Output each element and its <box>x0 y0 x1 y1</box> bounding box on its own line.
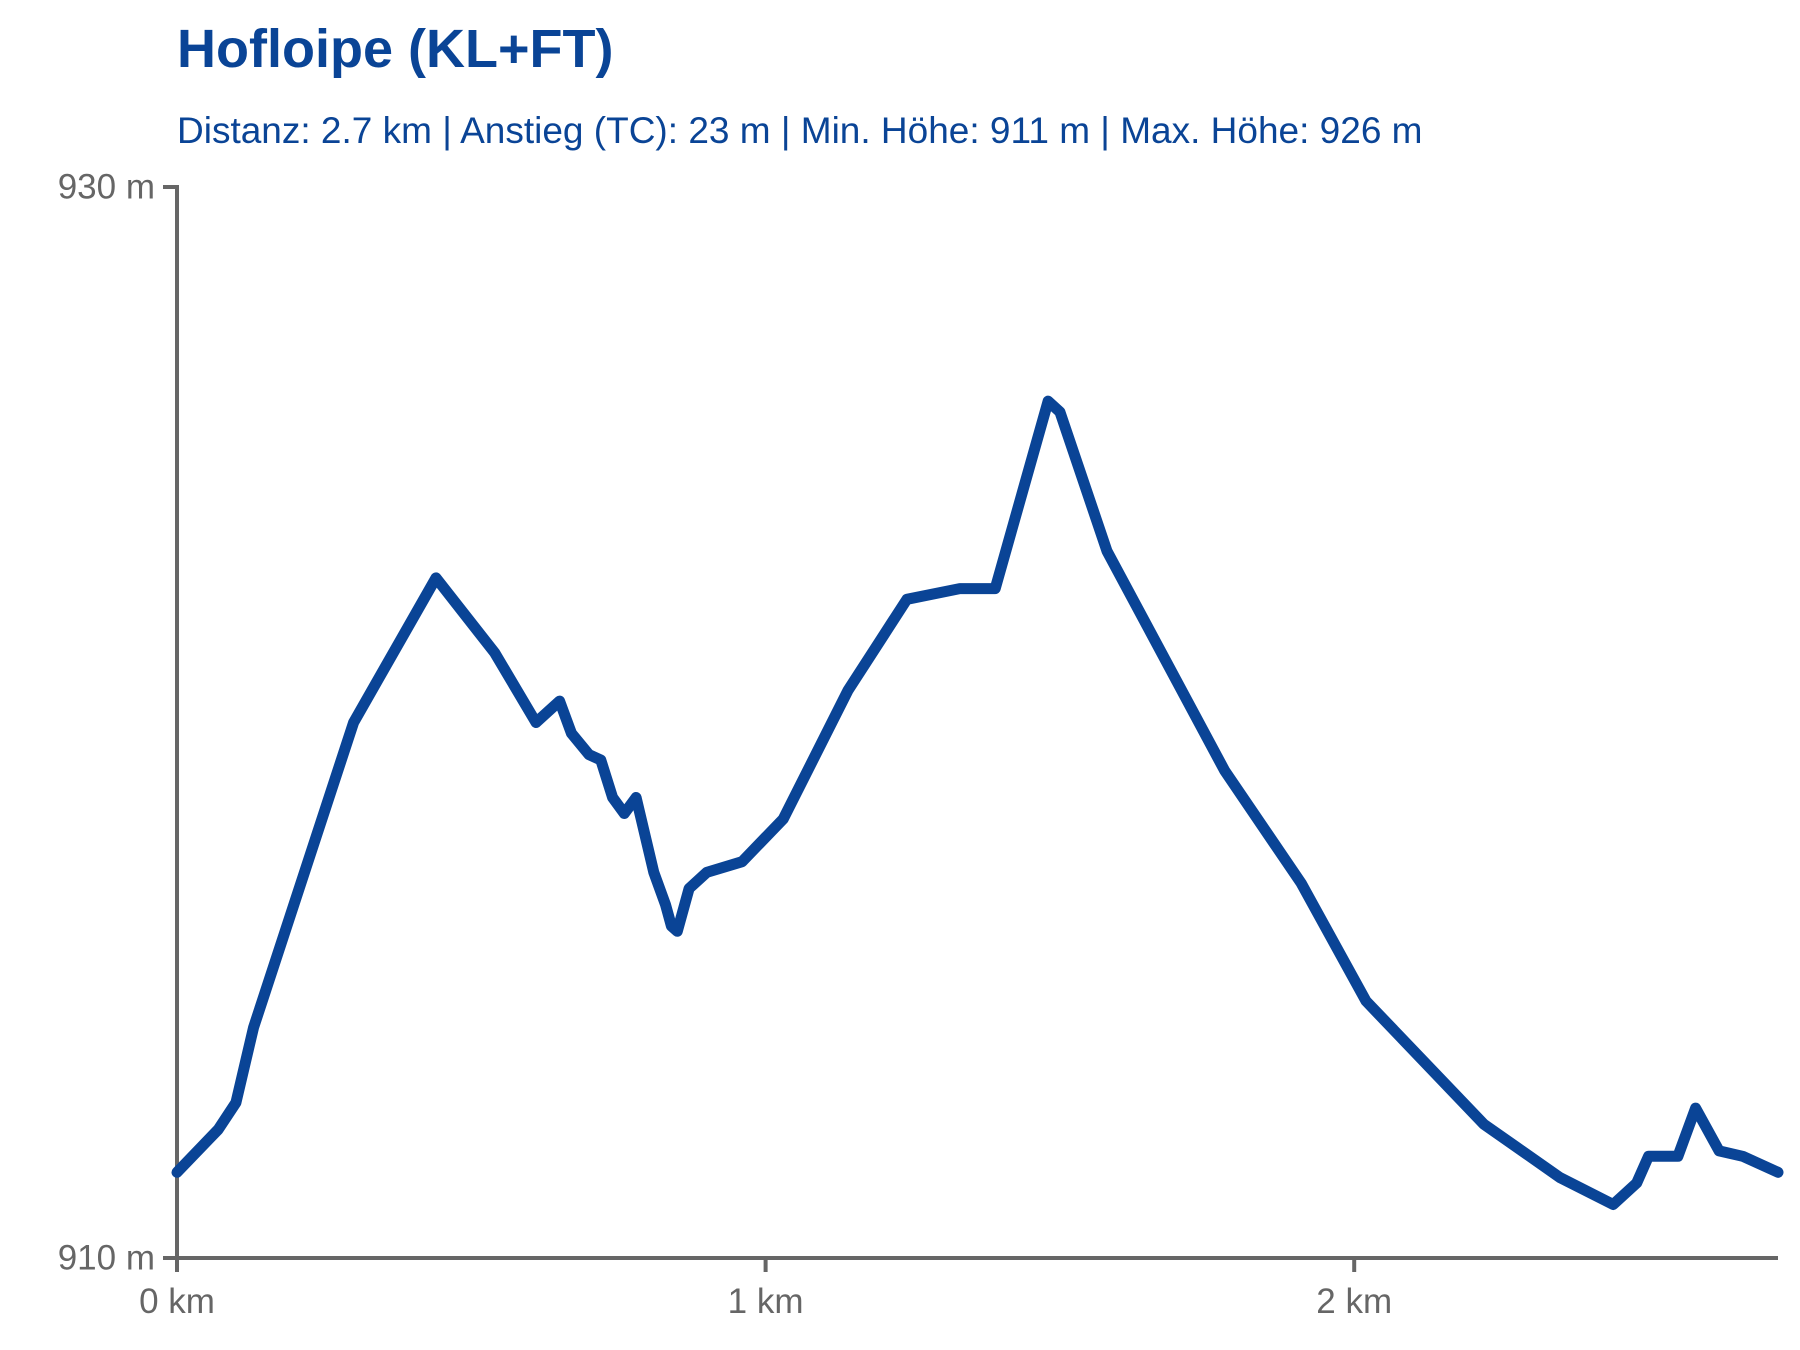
y-tick-label: 910 m <box>58 1239 155 1278</box>
chart-axes <box>175 185 1778 1260</box>
y-tick-label: 930 m <box>58 168 155 207</box>
chart-ticks: 910 m 930 m 0 km 1 km 2 km <box>58 168 1392 1322</box>
x-tick-label: 1 km <box>728 1282 804 1321</box>
chart-title: Hofloipe (KL+FT) <box>177 19 614 79</box>
chart-subtitle: Distanz: 2.7 km | Anstieg (TC): 23 m | M… <box>177 110 1423 151</box>
chart-series <box>171 395 1784 1210</box>
x-tick-label: 2 km <box>1316 1282 1392 1321</box>
series-line-0 <box>171 395 1784 1210</box>
x-tick-label: 0 km <box>139 1282 215 1321</box>
